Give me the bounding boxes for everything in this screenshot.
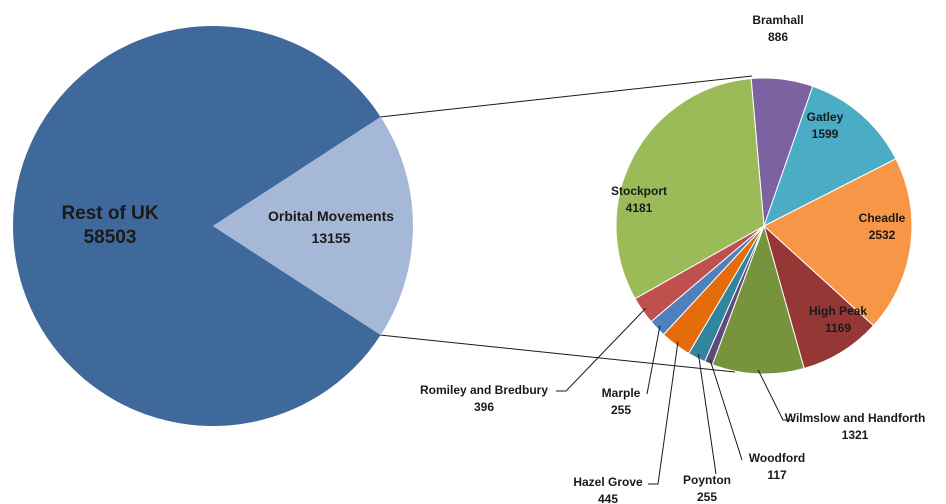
data-label-stockport: Stockport 4181: [611, 184, 667, 215]
leader-line-marple: [646, 325, 661, 395]
leader-line-romiley-and-bredbury: [556, 307, 647, 392]
connector-line-bottom: [380, 334, 736, 373]
connector-lines: [380, 75, 753, 373]
data-label-poynton: Poynton 255: [683, 473, 731, 504]
data-label-rest-of-uk: Rest of UK 58503: [61, 203, 158, 248]
leader-line-hazel-grove: [648, 341, 679, 485]
slice-gatley: [763, 85, 897, 228]
data-label-bramhall: Bramhall 886: [752, 13, 803, 44]
data-label-wilmslow-and-handforth: Wilmslow and Handforth 1321: [785, 411, 926, 442]
leader-lines: [556, 307, 793, 485]
data-label-gatley: Gatley 1599: [807, 110, 844, 141]
data-label-hazel-grove: Hazel Grove 445: [573, 475, 643, 504]
slice-high-peak: [763, 224, 875, 370]
leader-line-poynton: [697, 354, 717, 475]
slice-stockport: [615, 78, 765, 300]
data-label-orbital-movements: Orbital Movements 13155: [268, 208, 394, 246]
slice-cheadle: [763, 158, 913, 327]
slice-orbital-movements: [213, 116, 414, 336]
slice-rest-of-uk: [13, 26, 381, 427]
leader-line-woodford: [709, 359, 743, 461]
data-label-high-peak: High Peak 1169: [809, 304, 867, 335]
slice-wilmslow-and-handforth: [711, 224, 805, 375]
secondary-pie: [615, 77, 913, 375]
primary-pie: [13, 26, 414, 427]
data-label-marple: Marple 255: [602, 386, 641, 417]
leader-line-wilmslow-and-handforth: [757, 369, 793, 421]
data-labels: Rest of UK 58503 Orbital Movements 13155 Bra…: [61, 13, 925, 504]
data-label-romiley-and-bredbury: Romiley and Bredbury 396: [420, 383, 548, 414]
data-label-cheadle: Cheadle 2532: [859, 211, 906, 242]
data-label-woodford: Woodford 117: [749, 451, 805, 482]
connector-line-top: [380, 75, 753, 118]
